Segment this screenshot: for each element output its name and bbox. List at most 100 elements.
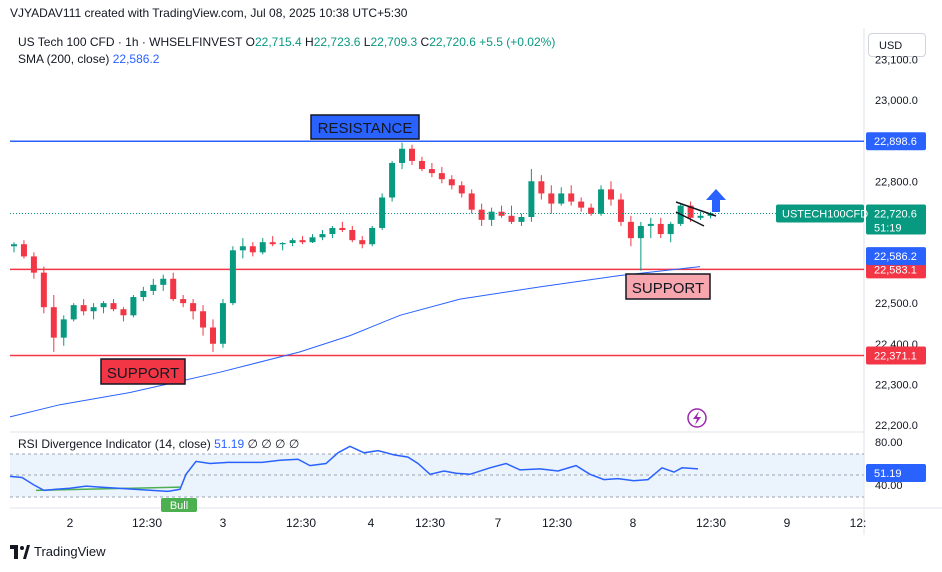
support-annotation-right: SUPPORT — [625, 273, 711, 300]
pennant-lower-line — [675, 211, 705, 227]
candle-body — [389, 162, 396, 198]
resistance-text: RESISTANCE — [318, 120, 413, 137]
sma-label[interactable]: SMA (200, close) — [18, 52, 110, 66]
candle — [617, 193, 624, 226]
candle — [478, 203, 485, 226]
candle — [598, 185, 605, 216]
candle-body — [418, 160, 425, 170]
level-price-tag-text: 22,371.1 — [874, 350, 917, 362]
candle-body — [60, 319, 67, 338]
candle — [379, 193, 386, 230]
candle — [190, 299, 197, 320]
candle — [438, 167, 445, 184]
candle-body — [279, 243, 286, 245]
candle — [20, 240, 27, 259]
lightning-event-icon[interactable] — [687, 408, 707, 428]
candle-body — [319, 234, 326, 238]
candle — [647, 217, 654, 239]
candle-body — [130, 297, 137, 316]
candle-body — [100, 303, 107, 308]
candle-body — [588, 207, 595, 214]
sma-price-tag-text: 22,586.2 — [874, 251, 917, 263]
symbol-legend-row: US Tech 100 CFD · 1h · WHSELFINVEST O 22,… — [18, 34, 555, 51]
candle — [110, 299, 117, 312]
candle — [458, 181, 465, 198]
candle-body — [687, 205, 694, 218]
tradingview-logo-icon — [10, 544, 30, 559]
candle-body — [488, 211, 495, 220]
time-tick-label: 12:30 — [286, 516, 316, 530]
candle — [279, 242, 286, 251]
candle — [488, 207, 495, 226]
svg-text:Bull: Bull — [170, 500, 188, 512]
candle — [667, 221, 674, 243]
candlestick-series — [11, 142, 714, 352]
time-tick-label: 9 — [784, 516, 791, 530]
candle — [150, 278, 157, 295]
candle-body — [538, 181, 545, 194]
bull-divergence-line — [35, 486, 181, 492]
candle — [50, 295, 57, 352]
candle — [528, 169, 535, 222]
candle-body — [568, 193, 575, 202]
candle-body — [399, 148, 406, 163]
candle-body — [90, 307, 97, 312]
time-tick-label: 3 — [220, 516, 227, 530]
candle-body — [349, 230, 356, 241]
candle — [90, 303, 97, 320]
candle-body — [20, 244, 27, 257]
candle — [399, 142, 406, 170]
candle-body — [120, 309, 127, 316]
candle — [180, 295, 187, 308]
close-label: C — [420, 35, 430, 49]
candle — [60, 315, 67, 346]
symbol-tag: USTECH100CFD — [776, 204, 868, 223]
time-tick-label: 12:30 — [696, 516, 726, 530]
candle — [200, 305, 207, 336]
candle-body — [190, 303, 197, 312]
candle — [697, 211, 704, 220]
candle — [369, 225, 376, 247]
chart-header-title: VJYADAV111 created with TradingView.com,… — [10, 6, 408, 20]
candle — [538, 175, 545, 200]
rsi-current-tag: 51.19 — [866, 463, 926, 482]
open-label: O — [245, 35, 255, 49]
candle-body — [200, 311, 207, 328]
resistance-annotation: RESISTANCE — [310, 114, 420, 140]
candle — [558, 187, 565, 206]
candle-body — [369, 227, 376, 245]
candle-body — [160, 278, 167, 285]
candle-body — [229, 250, 236, 304]
current-price-text: 22,720.6 — [874, 209, 917, 221]
candle — [329, 225, 336, 239]
current-price-tag: 22,720.6 51:19 — [866, 204, 926, 235]
candle — [100, 301, 107, 314]
candle — [130, 295, 137, 318]
sma-value: 22,586.2 — [112, 52, 160, 66]
candle — [170, 272, 177, 302]
candle-body — [528, 181, 535, 217]
support-text-left: SUPPORT — [107, 365, 179, 382]
currency-button[interactable]: USD — [868, 33, 926, 57]
candle — [409, 144, 415, 165]
candle — [508, 205, 515, 224]
candle-body — [598, 189, 605, 214]
low-label: L — [363, 35, 371, 49]
candle-body — [548, 193, 555, 204]
level-price-tag-text: 22,898.6 — [874, 136, 917, 148]
rsi-current-tag-text: 51.19 — [874, 468, 902, 480]
rsi-label[interactable]: RSI Divergence Indicator (14, close) — [18, 437, 211, 451]
candle-body — [219, 303, 226, 344]
candle-body — [110, 303, 117, 310]
symbol-name[interactable]: US Tech 100 CFD · 1h · WHSELFINVEST — [18, 35, 243, 49]
candle-body — [299, 240, 306, 243]
price-tick-label: 23,100.0 — [875, 54, 918, 66]
candle — [219, 299, 226, 348]
candle-body — [508, 215, 515, 222]
candle — [548, 185, 555, 214]
high-value: 22,723.6 — [313, 35, 361, 49]
footer-brand[interactable]: TradingView — [10, 544, 106, 559]
support-annotation-left: SUPPORT — [100, 358, 186, 385]
